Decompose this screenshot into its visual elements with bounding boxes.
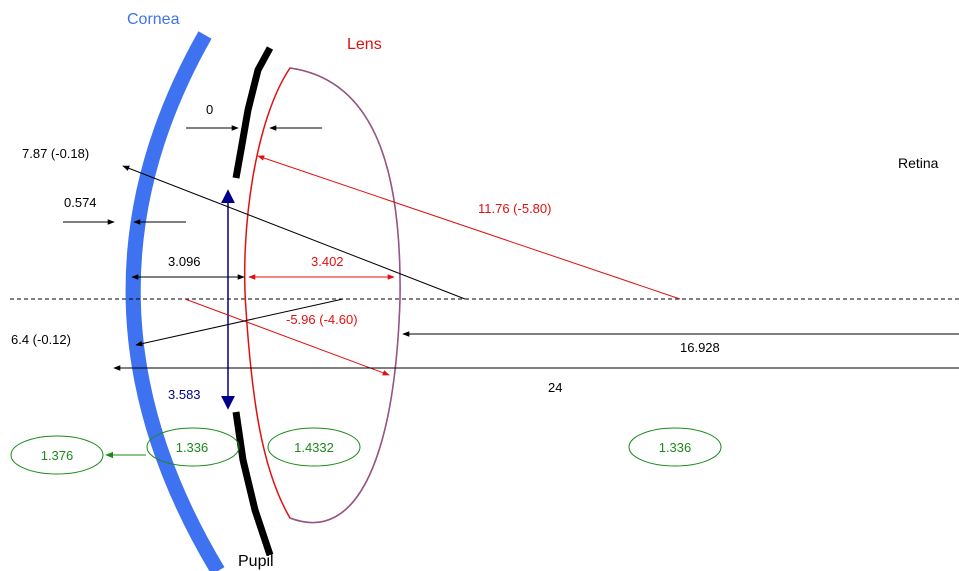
vitreous-depth-label: 16.928 [680,340,720,355]
aqueous-index-label: 1.336 [176,440,209,455]
iris-lower [232,411,274,557]
vitreous-index-ellipse [628,427,722,467]
pupil-offset-label: 0 [206,102,213,117]
lens-label: Lens [347,36,382,53]
anterior-lens-radius-label: 11.76 (-5.80) [478,201,551,216]
anterior-cornea-radius-line [122,165,466,300]
lens-thickness-label: 3.402 [311,254,344,269]
lens-index-label: 1.4332 [294,440,334,455]
anterior-cornea-radius-label: 7.87 (-0.18) [22,146,89,161]
retina-label: Retina [898,155,939,171]
lens-index-ellipse [267,427,361,467]
posterior-cornea-radius-label: 6.4 (-0.12) [11,332,71,347]
cornea-shape [125,31,225,571]
vitreous-index-label: 1.336 [659,440,692,455]
cornea-label: Cornea [127,11,180,28]
anterior-lens-radius-line [257,155,681,300]
cornea-thickness-label: 0.574 [64,195,97,210]
anterior-chamber-depth-label: 3.096 [168,254,201,269]
lens-capsule-outline [289,67,401,524]
iris-upper [232,46,274,179]
posterior-lens-radius-label: -5.96 (-4.60) [286,312,358,327]
axial-length-label: 24 [548,380,562,395]
pupil-label: Pupil [238,553,274,570]
aqueous-index-ellipse [146,427,240,467]
cornea-index-label: 1.376 [41,448,74,463]
pupil-diameter-label: 3.583 [168,387,201,402]
posterior-cornea-radius-line [135,298,344,347]
posterior-lens-radius-line [184,298,390,376]
cornea-index-ellipse [10,435,104,475]
